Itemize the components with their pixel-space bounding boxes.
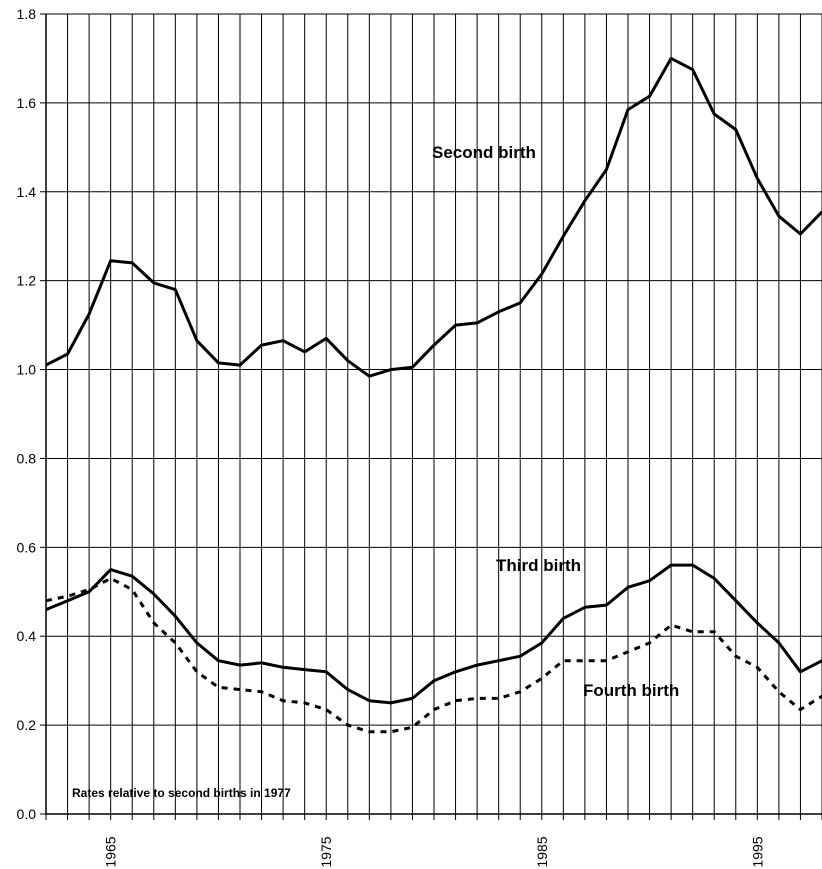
series-line: [45, 563, 822, 705]
y-tick-label: 1.6: [17, 95, 37, 111]
y-tick-label: 0.0: [17, 806, 37, 822]
plot: 0.0 0.2 0.4 0.6 0.8 1.0 1.2 1.4 1.6 1.8 1965 1975 19…: [17, 6, 822, 868]
y-tick-label: 0.4: [17, 628, 37, 644]
annotation: Rates relative to second births in 1977: [72, 786, 291, 800]
y-tick-label: 0.8: [17, 450, 37, 466]
x-tick-label: 1995: [749, 836, 765, 867]
y-tick-label: 0.2: [17, 717, 37, 733]
y-tick-label: 1.8: [17, 6, 37, 22]
y-tick-label: 1.4: [17, 184, 37, 200]
y-tick-label: 0.6: [17, 539, 37, 555]
series-label: Fourth birth: [583, 681, 679, 700]
series-label: Third birth: [496, 556, 581, 575]
y-tick-label: 1.0: [17, 362, 37, 378]
x-tick-label: 1965: [103, 836, 119, 867]
x-tick-label: 1975: [318, 836, 334, 867]
series-line: [45, 56, 822, 378]
series-line: [45, 576, 822, 734]
series-label: Second birth: [432, 143, 536, 162]
y-tick-label: 1.2: [17, 273, 37, 289]
x-tick-label: 1985: [534, 836, 550, 867]
